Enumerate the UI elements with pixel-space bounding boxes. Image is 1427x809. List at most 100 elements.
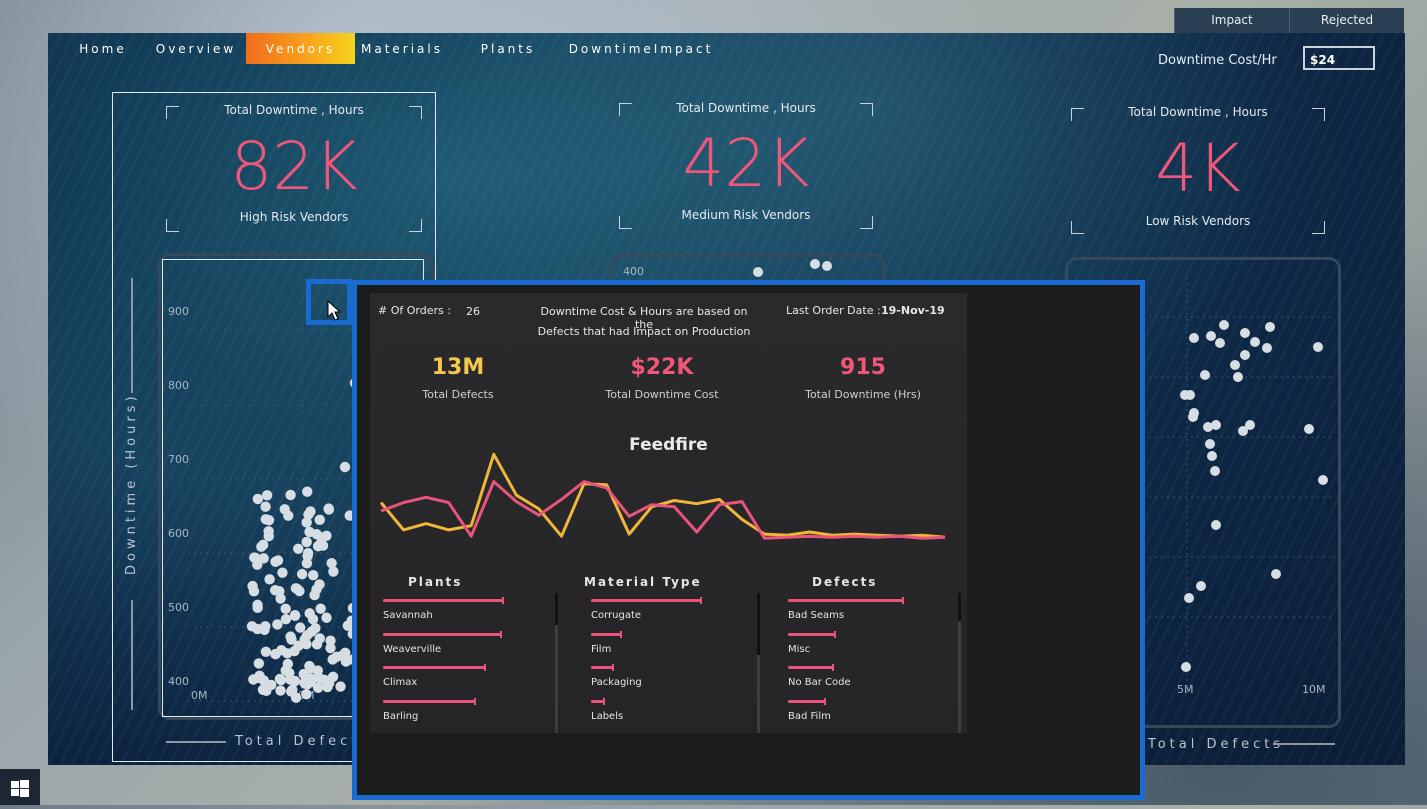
kpi-label: Total Defects [422,388,494,401]
bar-list-item[interactable]: Bad Film [788,697,831,722]
scatter-point [305,506,316,517]
nav-home[interactable]: Home [79,42,127,56]
bar-list-item[interactable]: Labels [591,697,624,722]
scatter-point [1245,420,1255,430]
tooltip-kpi-defects: 13M Total Defects [378,355,538,401]
scatter-point [301,536,312,548]
scatter-point [1211,420,1221,430]
scatter-point [263,526,274,537]
scatter-point [1271,569,1281,579]
bar-label: Labels [591,710,624,722]
scatter-points-medium-risk[interactable] [610,254,880,294]
corner-bracket [1312,108,1325,121]
scatter-point [1262,343,1272,353]
nav-overview[interactable]: Overview [155,42,237,56]
bar [591,697,605,705]
bar-list-item[interactable]: Film [591,630,622,655]
scatter-point [274,586,285,597]
scatter-point [275,674,287,686]
tooltip-content: # Of Orders : 26 Downtime Cost & Hours a… [370,293,967,733]
scatter-point [252,602,263,614]
kpi-value: 915 [840,355,886,380]
scatter-points-low-risk[interactable] [1065,257,1335,722]
tooltip-kpi-cost: $22K Total Downtime Cost [582,355,742,401]
y-tick: 600 [168,527,189,540]
bar [788,697,826,705]
tab-rejected[interactable]: Rejected [1289,8,1404,33]
nav-materials[interactable]: Materials [360,42,443,56]
bar [591,597,702,604]
kpi-label: Total Downtime (Hrs) [805,388,921,401]
scatter-point [1219,320,1229,330]
scatter-points-high-risk[interactable] [162,259,422,715]
kpi-medium-risk: Total Downtime , Hours 42K Medium Risk V… [619,101,873,229]
tooltip-note-2: Defects that had Impact on Production [537,325,751,338]
bar-list-item[interactable]: Savannah [383,597,504,621]
scatter-point [260,646,272,657]
bar-label: Savannah [383,610,433,621]
corner-bracket [166,219,179,232]
scatter-point [307,614,319,625]
orders-label: # Of Orders : [378,304,451,317]
kpi-title: Total Downtime , Hours [1128,105,1268,119]
scatter-point [247,580,258,592]
bar-list-item[interactable]: Weaverville [383,630,502,655]
bar-list-item[interactable]: Climax [383,664,486,688]
material-scrollbar[interactable] [757,593,760,733]
bar-label: Climax [383,677,418,688]
kpi-label: Total Downtime Cost [605,388,719,401]
bar-list-item[interactable]: Packaging [591,664,642,688]
downtime-cost-input[interactable]: $24 [1303,46,1375,70]
nav-downtime-impact[interactable]: DowntimeImpact [568,42,714,56]
y-tick: 400 [168,675,189,688]
scatter-point [304,526,315,538]
scatter-point [308,570,319,581]
scatter-point [328,566,339,577]
x-tick: 10M [1302,683,1326,696]
scatter-point [290,692,302,703]
scatter-point [305,673,317,684]
feedfire-line-chart [379,452,946,540]
plants-scrollbar[interactable] [555,593,558,733]
bar-list-item[interactable]: Barling [383,697,476,722]
nav-vendors[interactable]: Vendors [246,33,355,64]
scatter-point [285,489,296,501]
windows-start-button[interactable] [0,769,40,805]
bar [591,664,614,671]
scatter-point [342,620,354,631]
scatter-point [259,624,270,636]
last-order-label: Last Order Date : [786,304,881,317]
scatter-point [310,623,321,634]
scatter-point [327,671,339,682]
kpi-subtitle: Medium Risk Vendors [681,208,811,222]
corner-bracket [1071,108,1084,121]
bar-list-item[interactable]: Corrugate [591,597,702,621]
axis-decoration [131,600,133,710]
scatter-point [314,579,325,590]
scatter-point [314,633,325,644]
scatter-point [1206,331,1216,341]
scatter-point [258,553,269,564]
y-tick: 400 [623,265,644,278]
scatter-point [822,261,832,271]
scatter-point [1230,360,1240,370]
y-tick: 500 [168,601,189,614]
bar [383,597,504,604]
tab-impact[interactable]: Impact [1174,8,1289,33]
scatter-point [1238,426,1248,436]
tooltip-kpi-hours: 915 Total Downtime (Hrs) [783,355,943,401]
kpi-value: 4K [1155,130,1241,207]
bar-list-item[interactable]: Bad Seams [788,597,904,621]
bar-list-item[interactable]: No Bar Code [788,664,851,688]
nav-plants[interactable]: Plants [480,42,536,56]
scatter-point [323,503,334,514]
scatter-point [299,634,310,645]
scatter-point [1196,581,1206,591]
scatter-point [252,493,264,505]
bar-list-item[interactable]: Misc [788,630,836,655]
scatter-point [270,556,281,567]
scatter-point [314,672,325,684]
windows-logo-icon [11,780,29,797]
axis-decoration [166,741,226,743]
defects-scrollbar[interactable] [958,593,961,733]
